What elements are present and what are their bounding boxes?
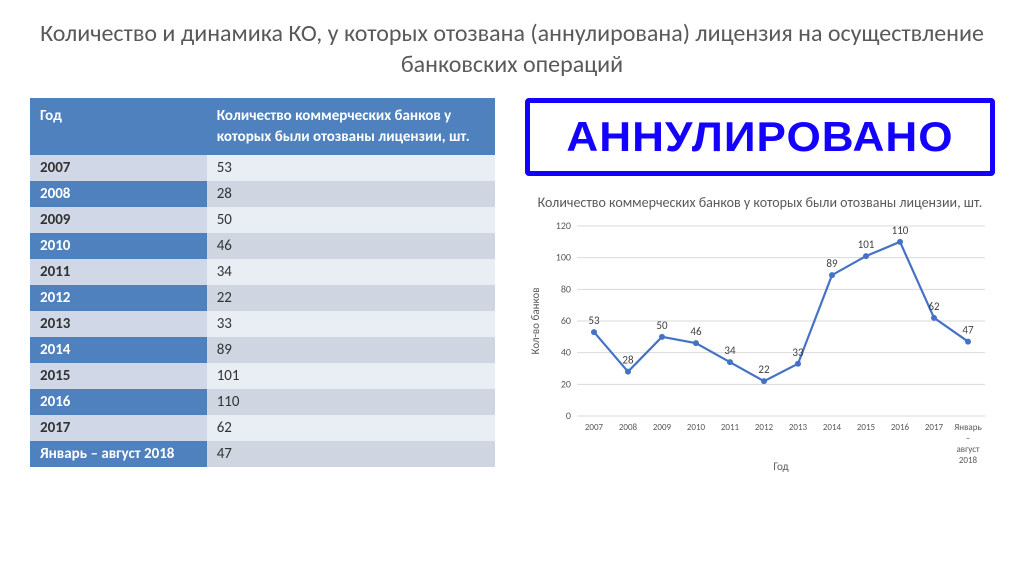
cell-year: 2010: [30, 233, 207, 259]
table-row: 200753: [30, 155, 495, 181]
svg-text:Год: Год: [773, 460, 788, 473]
svg-text:47: 47: [962, 323, 974, 336]
cell-value: 47: [207, 441, 495, 467]
svg-text:60: 60: [561, 314, 571, 327]
cell-value: 34: [207, 259, 495, 285]
table-row: 2016110: [30, 389, 495, 415]
svg-text:2013: 2013: [789, 422, 808, 433]
table-row: 201222: [30, 285, 495, 311]
cell-year: 2016: [30, 389, 207, 415]
cell-year: 2011: [30, 259, 207, 285]
svg-text:Январь: Январь: [954, 422, 981, 433]
table-header-row: Год Количество коммерческих банков у кот…: [30, 98, 495, 155]
content-area: Год Количество коммерческих банков у кот…: [0, 90, 1024, 476]
cell-value: 33: [207, 311, 495, 337]
cell-year: Январь – август 2018: [30, 441, 207, 467]
svg-text:2017: 2017: [925, 422, 944, 433]
cell-year: 2009: [30, 207, 207, 233]
svg-text:2011: 2011: [721, 422, 740, 433]
page-title: Количество и динамика КО, у которых отоз…: [0, 0, 1024, 90]
svg-text:80: 80: [561, 282, 571, 295]
cell-value: 53: [207, 155, 495, 181]
svg-text:33: 33: [792, 346, 804, 359]
svg-text:120: 120: [556, 219, 571, 232]
cell-year: 2013: [30, 311, 207, 337]
svg-text:28: 28: [622, 354, 634, 367]
table-row: Январь – август 201847: [30, 441, 495, 467]
svg-text:2018: 2018: [959, 455, 978, 466]
svg-text:40: 40: [561, 346, 571, 359]
cell-value: 89: [207, 337, 495, 363]
stamp-box: АННУЛИРОВАНО: [525, 98, 995, 176]
line-chart: 0 20 40 60 80 100 120 Кол-во банков 53 28 50 46 34 22…: [525, 216, 995, 476]
chart-title: Количество коммерческих банков у которых…: [525, 194, 995, 212]
svg-text:2012: 2012: [755, 422, 774, 433]
svg-text:2015: 2015: [857, 422, 876, 433]
chart-container: Количество коммерческих банков у которых…: [525, 194, 995, 476]
svg-text:2010: 2010: [687, 422, 706, 433]
cell-value: 50: [207, 207, 495, 233]
cell-value: 110: [207, 389, 495, 415]
table-row: 200950: [30, 207, 495, 233]
svg-text:–: –: [966, 433, 970, 444]
cell-value: 46: [207, 233, 495, 259]
table-row: 201134: [30, 259, 495, 285]
svg-text:50: 50: [656, 319, 668, 332]
table-row: 200828: [30, 181, 495, 207]
table-panel: Год Количество коммерческих банков у кот…: [30, 98, 495, 476]
svg-text:46: 46: [690, 325, 702, 338]
svg-text:Кол-во банков: Кол-во банков: [529, 287, 542, 354]
table-row: 201762: [30, 415, 495, 441]
col-count: Количество коммерческих банков у которых…: [207, 98, 495, 155]
cell-year: 2008: [30, 181, 207, 207]
svg-text:2007: 2007: [585, 422, 604, 433]
cell-value: 101: [207, 363, 495, 389]
table-row: 201489: [30, 337, 495, 363]
svg-text:100: 100: [556, 251, 571, 264]
cell-year: 2014: [30, 337, 207, 363]
svg-text:110: 110: [892, 224, 909, 237]
svg-text:89: 89: [826, 257, 838, 270]
svg-text:2009: 2009: [653, 422, 672, 433]
col-year: Год: [30, 98, 207, 155]
svg-text:53: 53: [588, 314, 600, 327]
svg-text:август: август: [956, 444, 980, 455]
svg-text:2008: 2008: [619, 422, 638, 433]
cell-value: 62: [207, 415, 495, 441]
svg-text:34: 34: [724, 344, 736, 357]
cell-year: 2007: [30, 155, 207, 181]
svg-text:0: 0: [566, 409, 571, 422]
svg-text:2016: 2016: [891, 422, 910, 433]
svg-text:22: 22: [758, 363, 770, 376]
stamp-text: АННУЛИРОВАНО: [527, 113, 993, 161]
svg-text:101: 101: [858, 238, 875, 251]
svg-text:62: 62: [928, 300, 940, 313]
cell-year: 2017: [30, 415, 207, 441]
right-panel: АННУЛИРОВАНО Количество коммерческих бан…: [525, 98, 995, 476]
cell-year: 2015: [30, 363, 207, 389]
cell-value: 28: [207, 181, 495, 207]
table-row: 2015101: [30, 363, 495, 389]
cell-year: 2012: [30, 285, 207, 311]
svg-text:2014: 2014: [823, 422, 842, 433]
table-row: 201046: [30, 233, 495, 259]
table-row: 201333: [30, 311, 495, 337]
cell-value: 22: [207, 285, 495, 311]
data-table: Год Количество коммерческих банков у кот…: [30, 98, 495, 467]
svg-text:20: 20: [561, 377, 571, 390]
